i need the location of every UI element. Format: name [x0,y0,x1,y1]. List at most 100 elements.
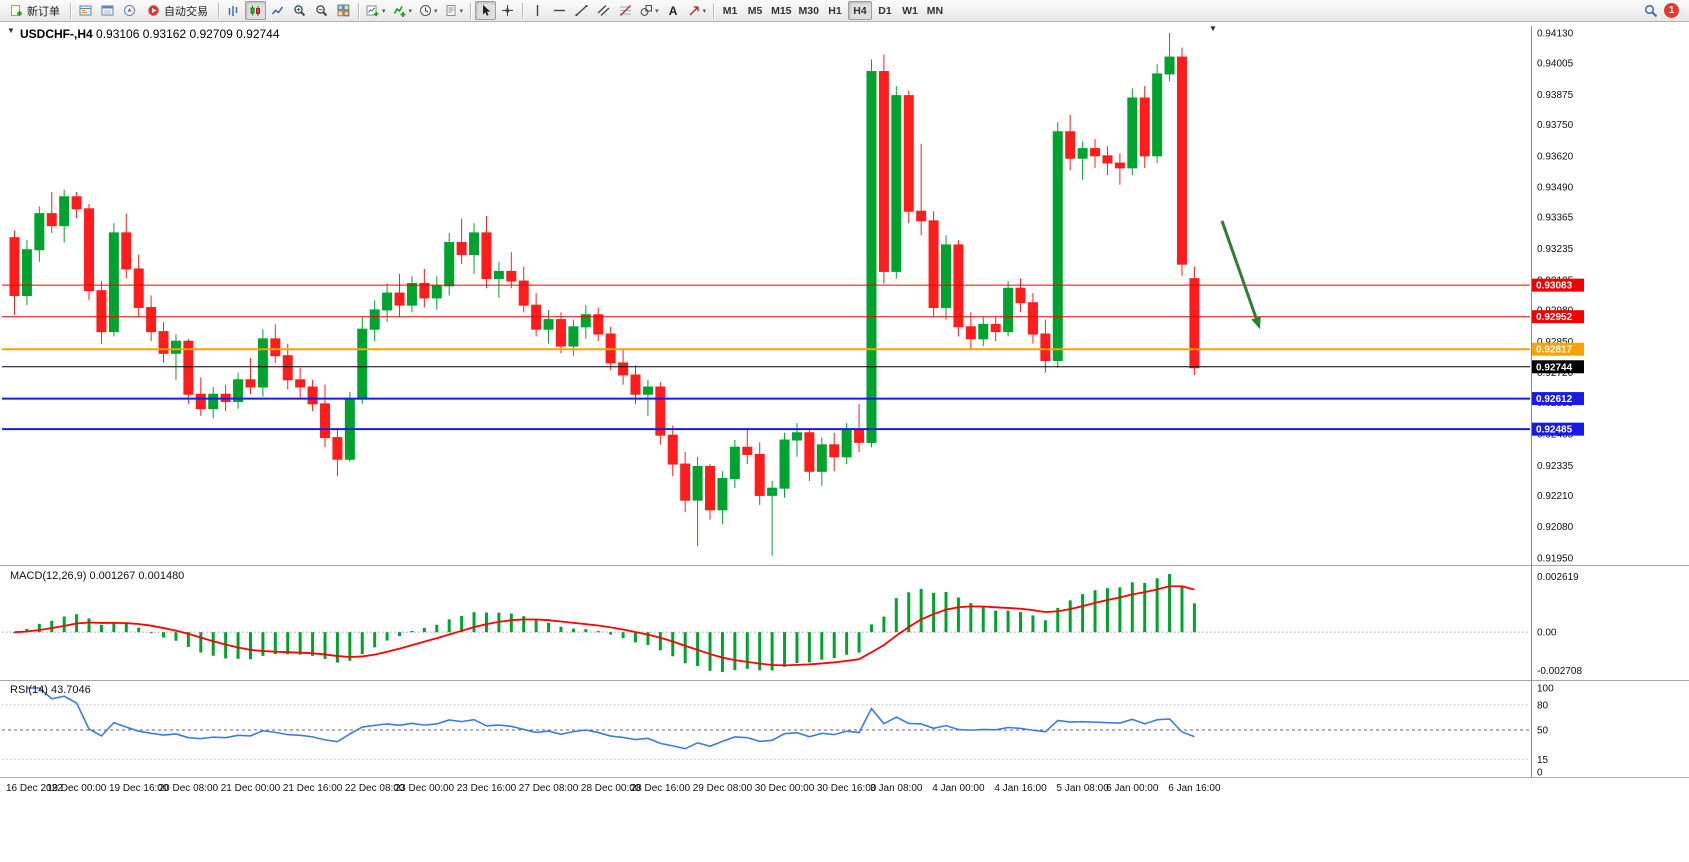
crosshair-button[interactable] [497,1,518,20]
candle [357,328,368,400]
axis-label: 0.92612 [1536,394,1573,405]
trend-arrow-annotation[interactable] [1220,220,1258,319]
tile-windows-button[interactable] [333,1,354,20]
candle [1164,56,1175,75]
axis-label: 0.002619 [1537,572,1579,583]
macd-histogram-bar [547,622,551,633]
axis-label: 0.93365 [1537,213,1574,224]
macd-histogram-bar [162,632,166,638]
equidistant-channel-icon [597,5,610,16]
axis-label: 0.92817 [1536,345,1573,356]
macd-histogram-bar [99,624,103,633]
candle [543,319,554,330]
candle [419,282,430,299]
time-axis-label: 5 Jan 08:00 [1056,783,1109,794]
candle [121,232,132,270]
macd-histogram-bar [894,598,898,633]
macd-histogram-bar [1019,611,1023,633]
macd-histogram-bar [783,632,787,667]
macd-histogram-bar [671,632,675,657]
templates-button[interactable]: ▾ [442,1,467,20]
zoom-out-button[interactable] [311,1,332,20]
new-order-icon [11,5,22,16]
timeframe-mn-button[interactable]: MN [923,1,947,20]
notification-badge[interactable]: 1 [1664,3,1679,18]
candle [245,379,256,388]
macd-histogram-bar [733,632,737,671]
zoom-in-button[interactable] [289,1,310,20]
axis-label: 0.91950 [1537,554,1574,565]
macd-histogram-bar [149,632,153,634]
timeframe-m15-button[interactable]: M15 [768,1,794,20]
timeframe-m1-button[interactable]: M1 [718,1,742,20]
timeframe-h4-button[interactable]: H4 [847,1,872,20]
macd-histogram-bar [62,616,66,633]
dropdown-arrow-icon: ▾ [655,7,659,15]
auto-trading-button[interactable]: 自动交易 [141,1,214,20]
auto-trading-icon [148,5,159,16]
trendline-icon [575,5,588,16]
macd-histogram-bar [720,632,724,672]
search-button[interactable] [1640,1,1661,20]
shapes-tool-button[interactable]: ▾ [637,1,662,20]
candle [618,362,629,376]
chart-bars-button[interactable] [223,1,244,20]
trendline-tool-button[interactable] [571,1,592,20]
macd-histogram-bar [348,632,352,661]
vertical-line-tool-button[interactable] [527,1,548,20]
zoom-out-icon [316,5,328,17]
horizontal-line-tool-button[interactable] [549,1,570,20]
time-axis-label: 22 Dec 08:00 [345,783,405,794]
search-icon [1644,4,1657,17]
market-watch-icon [79,5,92,16]
data-window-button[interactable] [97,1,118,20]
new-chart-button[interactable]: ▾ [363,1,389,20]
timeframe-w1-button[interactable]: W1 [898,1,922,20]
dropdown-arrow-icon: ▾ [382,7,386,15]
toolbar-separator [522,2,524,19]
add-indicator-icon [393,6,406,17]
timeframe-m5-button[interactable]: M5 [743,1,767,20]
macd-histogram-bar [50,620,54,633]
candle [729,446,740,480]
candle [965,326,976,340]
candle [916,210,927,222]
candle [71,196,82,210]
candle [891,95,902,272]
macd-histogram-bar [919,588,923,633]
timeframe-h1-button[interactable]: H1 [823,1,847,20]
macd-histogram-bar [435,624,439,633]
candle [208,393,219,410]
one-click-trading-toggle[interactable]: ▼ [7,26,15,35]
macd-histogram-bar [248,632,252,660]
market-watch-button[interactable] [75,1,96,20]
macd-histogram-bar [335,632,339,663]
macd-histogram-bar [410,630,414,633]
axis-label: 0.93235 [1537,244,1574,255]
axis-label: 0.94005 [1537,59,1574,70]
cursor-button[interactable] [475,1,497,20]
price-line-badge [1532,278,1584,292]
fibonacci-icon [620,5,632,16]
navigator-button[interactable] [119,1,140,20]
chart-shift-marker[interactable]: ▼ [1209,24,1217,33]
periods-button[interactable]: ▾ [416,1,441,20]
chart-candles-button[interactable] [245,1,266,20]
macd-histogram-bar [882,616,886,633]
chart-line-button[interactable] [267,1,288,20]
text-tool-button[interactable]: A [663,1,684,20]
macd-histogram-bar [484,612,488,633]
candle [431,285,442,299]
macd-histogram-bar [758,632,762,671]
indicators-button[interactable]: ▾ [390,1,416,20]
timeframe-group: M1 M5 M15 M30 H1 H4 D1 W1 MN [718,1,947,20]
timeframe-d1-button[interactable]: D1 [873,1,897,20]
new-order-button[interactable]: 新订单 [4,1,66,20]
arrows-tool-button[interactable]: ▾ [685,1,710,20]
toolbar-separator [358,2,359,19]
channel-tool-button[interactable] [593,1,614,20]
timeframe-m30-button[interactable]: M30 [796,1,822,20]
fibonacci-tool-button[interactable] [615,1,636,20]
candle [903,95,914,212]
